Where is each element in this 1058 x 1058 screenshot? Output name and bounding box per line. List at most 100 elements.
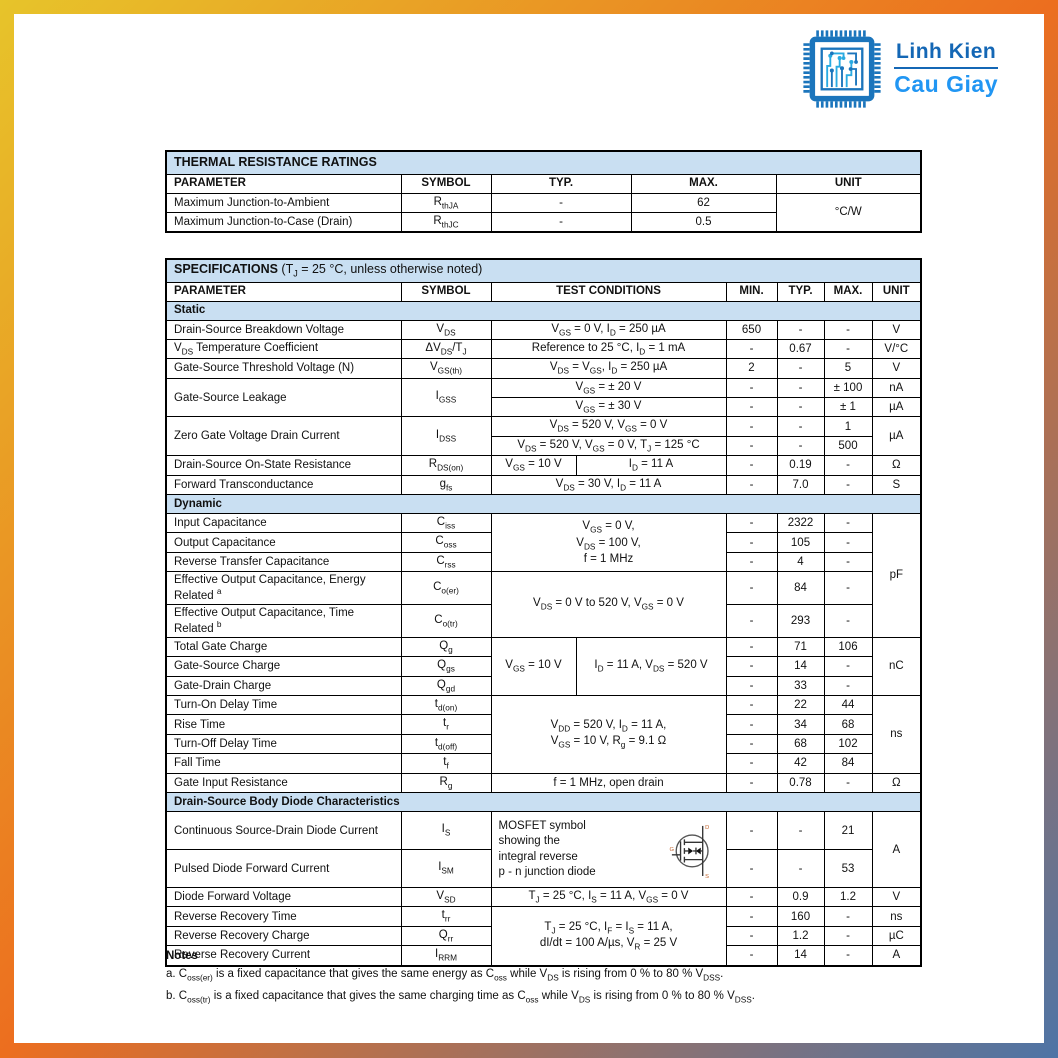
table-row: SPECIFICATIONS (TJ = 25 °C, unless other… <box>165 258 922 283</box>
table-cell: - <box>823 455 873 476</box>
table-cell: V <box>871 358 922 379</box>
column-header: PARAMETER <box>165 173 402 194</box>
table-cell: RDS(on) <box>400 455 492 476</box>
table-cell: Gate-Drain Charge <box>165 675 402 697</box>
table-cell: VDS = 520 V, VGS = 0 V <box>490 416 727 437</box>
table-cell: A <box>871 945 922 967</box>
table-cell: Maximum Junction-to-Ambient <box>165 192 402 213</box>
table-row: Rise Time tr -34 68 <box>165 714 921 735</box>
table-cell: Pulsed Diode Forward Current <box>165 849 402 889</box>
table-row: Reverse Recovery Charge Qrr -1.2- µC <box>165 925 922 947</box>
table-cell: 1.2 <box>776 925 825 947</box>
table-cell: µA <box>871 397 922 418</box>
table-row: Drain-Source On-State Resistance RDS(on) V… <box>165 455 922 476</box>
table-cell: VGS = 10 V <box>490 455 577 476</box>
table-cell: A <box>871 811 922 889</box>
table-cell: - <box>725 849 778 889</box>
table-cell: 160 <box>776 906 825 927</box>
table-cell: - <box>823 338 873 360</box>
table-cell: pF <box>871 513 922 638</box>
table-row: PARAMETER SYMBOL TYP. MAX. UNIT <box>165 173 922 194</box>
table-cell: - <box>725 772 778 794</box>
table-cell: Turn-Off Delay Time <box>165 733 402 755</box>
table-cell: 102 <box>823 733 873 755</box>
table-cell: °C/W <box>775 192 922 233</box>
table-cell: - <box>776 811 825 851</box>
table-cell: Qgs <box>400 656 492 677</box>
chip-circuit-icon <box>803 30 881 108</box>
table-cell: - <box>725 435 778 457</box>
table-row: Total Gate Charge Qg VGS = 10 V ID = 11 A, … <box>165 636 922 697</box>
table-cell: Co(er) <box>400 571 492 606</box>
table-cell: IDSS <box>400 416 492 457</box>
footnotes-title: Notes <box>166 950 198 962</box>
table-cell: 500 <box>823 435 873 457</box>
table-cell: - <box>725 887 778 908</box>
column-header: TEST CONDITIONS <box>490 281 727 302</box>
note-item: a. Coss(er) is a fixed capacitance that … <box>166 968 724 983</box>
table-cell: VGS = 0 V, VDS = 100 V, f = 1 MHz <box>490 513 727 573</box>
table-cell: gfs <box>400 474 492 496</box>
table-row: Reverse Transfer Capacitance Crss -4- <box>165 551 921 573</box>
table-row: Pulsed Diode Forward Current ISM - -53 <box>165 849 921 889</box>
table-cell: TJ = 25 °C, IF = IS = 11 A, dI/dt = 100 A… <box>490 906 727 967</box>
brand-logo: Linh Kien Cau Giay <box>803 30 998 108</box>
table-cell: Qrr <box>400 925 492 947</box>
table-cell: Forward Transconductance <box>165 474 402 496</box>
table-cell: Gate-Source Leakage <box>165 377 402 418</box>
table-cell: 105 <box>776 532 825 553</box>
table-cell: 0.5 <box>630 211 777 233</box>
column-header: SYMBOL <box>400 173 492 194</box>
table-cell: Gate-Source Charge <box>165 656 402 677</box>
svg-text:D: D <box>705 824 709 830</box>
table-cell: - <box>490 211 632 233</box>
table-cell: 71 <box>776 636 825 658</box>
table-cell: µC <box>871 925 922 947</box>
table-cell: Total Gate Charge <box>165 636 402 658</box>
table-row: Maximum Junction-to-Case (Drain) RthJC -0.… <box>165 211 921 233</box>
table-row: Forward Transconductance gfs VDS = 30 V, I… <box>165 474 922 496</box>
table-row: Dynamic <box>165 494 922 515</box>
table-cell: Maximum Junction-to-Case (Drain) <box>165 211 402 233</box>
brand-name: Linh Kien Cau Giay <box>894 40 998 97</box>
mosfet-symbol-icon: D G S <box>669 824 709 878</box>
table-cell: IGSS <box>400 377 492 418</box>
table-cell: VGS(th) <box>400 358 492 379</box>
table-cell: - <box>823 551 873 573</box>
table-cell: 53 <box>823 849 873 889</box>
table-cell: - <box>823 513 873 534</box>
table-cell: 84 <box>776 571 825 606</box>
table-cell: ± 100 <box>823 377 873 399</box>
table-cell: Co(tr) <box>400 604 492 638</box>
table-cell: td(off) <box>400 733 492 755</box>
table-cell: IS <box>400 811 492 851</box>
table-cell: ns <box>871 906 922 927</box>
table-cell: 44 <box>823 695 873 716</box>
table-cell: 62 <box>630 192 777 213</box>
table-row: THERMAL RESISTANCE RATINGS <box>165 150 922 175</box>
table-cell: Reverse Transfer Capacitance <box>165 551 402 573</box>
table-cell: VDS = 0 V to 520 V, VGS = 0 V <box>490 571 727 638</box>
table-row: Effective Output Capacitance, Energy Rel… <box>165 571 921 638</box>
table-cell: 68 <box>776 733 825 755</box>
table-cell: VSD <box>400 887 492 908</box>
table-row: Gate-Source Threshold Voltage (N) VGS(th)… <box>165 358 922 379</box>
table-cell: - <box>776 319 825 340</box>
table-cell: - <box>823 604 873 638</box>
column-header: TYP. <box>776 281 825 302</box>
datasheet-page: Linh Kien Cau Giay THERMAL RESISTANCE RA… <box>14 14 1044 1043</box>
table-row: Gate-Source Leakage IGSS VGS = ± 20 V - - ± 1… <box>165 377 922 418</box>
table-cell: Reference to 25 °C, ID = 1 mA <box>490 338 727 360</box>
table-cell: 68 <box>823 714 873 735</box>
table-row: Gate-Drain Charge Qgd -33- <box>165 675 921 697</box>
mosfet-caption: MOSFET symbol showing the integral reverse… <box>498 819 596 879</box>
table-cell: 42 <box>776 753 825 774</box>
table-cell: 0.67 <box>776 338 825 360</box>
table-cell: - <box>725 474 778 496</box>
table-cell: 34 <box>776 714 825 735</box>
table-cell: 22 <box>776 695 825 716</box>
table-row: Diode Forward Voltage VSD TJ = 25 °C, IS =… <box>165 887 922 908</box>
table-cell: Gate-Source Threshold Voltage (N) <box>165 358 402 379</box>
footnotes: Notes a. Coss(er) is a fixed capacitance… <box>166 950 936 1011</box>
